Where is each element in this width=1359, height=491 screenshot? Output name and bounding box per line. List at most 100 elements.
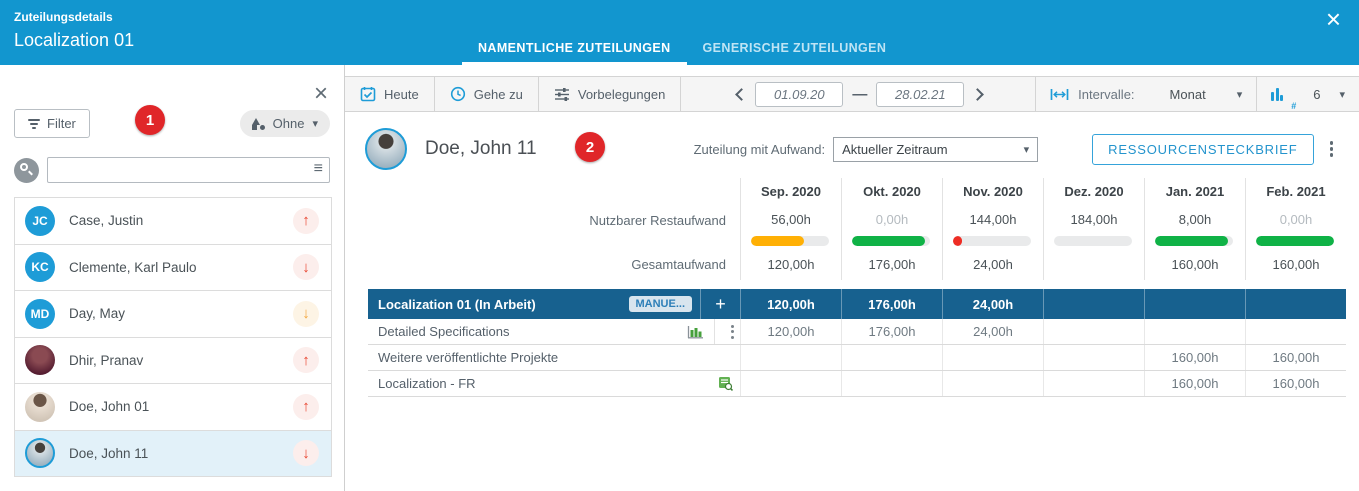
avatar: KC: [25, 252, 55, 283]
table-row-localization-fr: Localization - FR 160,00h: [368, 371, 1346, 397]
total-effort-value: [1043, 248, 1144, 280]
list-item-dhir-pranav[interactable]: Dhir, Pranav ↑: [15, 337, 331, 384]
task-month-value[interactable]: 176,00h: [841, 319, 942, 344]
task-month-value[interactable]: 120,00h: [740, 319, 841, 344]
effort-period-select[interactable]: Aktueller Zeitraum ▾: [833, 136, 1039, 162]
group-by-dropdown[interactable]: Ohne ▾: [239, 110, 330, 137]
utilization-bar: [942, 233, 1043, 248]
sidebar-close-icon[interactable]: ×: [313, 80, 328, 107]
total-effort-value: 24,00h: [942, 248, 1043, 280]
project-month-value[interactable]: [1043, 289, 1144, 319]
manual-badge[interactable]: MANUE...: [628, 296, 692, 312]
remaining-effort-value: 144,00h: [942, 207, 1043, 233]
search-icon[interactable]: [14, 157, 39, 183]
person-name: Doe, John 11: [425, 138, 537, 159]
resource-sidebar: 1 × Filter Ohne ▾ ≡: [0, 65, 345, 491]
row-kebab-menu-icon[interactable]: [725, 321, 740, 343]
month-header: Nov. 2020: [942, 178, 1043, 207]
utilization-bar: [1043, 233, 1144, 248]
date-range-navigator: —: [735, 77, 985, 111]
date-to-input[interactable]: [876, 81, 965, 107]
utilization-bar: [841, 233, 942, 248]
load-indicator-down-icon: ↓: [293, 254, 319, 281]
allocation-table: Localization 01 (In Arbeit) MANUE... + 1…: [368, 289, 1346, 397]
add-row-button[interactable]: +: [700, 289, 740, 319]
today-button[interactable]: Heute: [345, 77, 435, 111]
task-month-value[interactable]: [740, 371, 841, 396]
task-month-value[interactable]: [942, 345, 1043, 370]
search-options-icon[interactable]: ≡: [313, 160, 323, 177]
person-header: Doe, John 11 Zuteilung mit Aufwand: Aktu…: [365, 123, 1339, 175]
person-name: Day, May: [69, 306, 126, 322]
periods-count-value: 6: [1313, 86, 1321, 102]
task-month-value[interactable]: [1043, 371, 1144, 396]
filter-button[interactable]: Filter: [14, 109, 90, 138]
person-photo: [25, 391, 55, 422]
allocation-main-panel: 2 Heute Gehe zu: [345, 65, 1359, 491]
task-month-value[interactable]: [841, 345, 942, 370]
search-input[interactable]: [47, 157, 330, 183]
interval-dropdown[interactable]: Intervalle: Monat ▾: [1035, 77, 1256, 111]
task-month-value[interactable]: 24,00h: [942, 319, 1043, 344]
periods-count-dropdown[interactable]: # 6 ▾: [1256, 77, 1359, 111]
list-item-day-may[interactable]: MD Day, May ↓: [15, 291, 331, 338]
timeline-toolbar: Heute Gehe zu: [345, 76, 1359, 112]
utilization-bar: [1245, 233, 1346, 248]
remaining-effort-label: Nutzbarer Restaufwand: [589, 212, 726, 228]
project-name: Localization 01 (In Arbeit): [378, 296, 536, 312]
goto-button[interactable]: Gehe zu: [435, 77, 539, 111]
task-month-value[interactable]: 160,00h: [1245, 371, 1346, 396]
list-item-clemente-karl-paulo[interactable]: KC Clemente, Karl Paulo ↓: [15, 244, 331, 291]
person-name: Clemente, Karl Paulo: [69, 259, 197, 275]
person-name: Dhir, Pranav: [69, 352, 144, 368]
task-month-value[interactable]: [942, 371, 1043, 396]
task-month-value[interactable]: 160,00h: [1144, 345, 1245, 370]
presets-button[interactable]: Vorbelegungen: [539, 77, 682, 111]
tab-namentliche-zuteilungen[interactable]: NAMENTLICHE ZUTEILUNGEN: [462, 31, 687, 65]
task-name: Detailed Specifications: [378, 324, 510, 339]
histogram-icon: [1271, 87, 1284, 101]
utilization-bar: [740, 233, 841, 248]
project-month-value[interactable]: 24,00h: [942, 289, 1043, 319]
load-indicator-up-icon: ↑: [293, 393, 319, 420]
project-month-value[interactable]: 176,00h: [841, 289, 942, 319]
date-from-input[interactable]: [755, 81, 844, 107]
project-month-value[interactable]: [1144, 289, 1245, 319]
remaining-effort-value: 0,00h: [1245, 207, 1346, 233]
project-month-value[interactable]: [1245, 289, 1346, 319]
list-item-case-justin[interactable]: JC Case, Justin ↑: [15, 198, 331, 245]
project-header-row: Localization 01 (In Arbeit) MANUE... + 1…: [368, 289, 1346, 319]
avatar: MD: [25, 298, 55, 329]
task-month-value[interactable]: [1043, 345, 1144, 370]
task-month-value[interactable]: 160,00h: [1144, 371, 1245, 396]
chevron-left-icon[interactable]: [735, 87, 749, 101]
task-month-value[interactable]: [841, 371, 942, 396]
chevron-down-icon: ▾: [1023, 143, 1030, 156]
close-icon[interactable]: ×: [1325, 4, 1341, 34]
resource-profile-button[interactable]: RESSOURCENSTECKBRIEF: [1092, 133, 1314, 165]
sidebar-controls: Filter Ohne ▾: [14, 109, 330, 138]
task-month-value[interactable]: [740, 345, 841, 370]
total-effort-label: Gesamtaufwand: [631, 256, 726, 272]
project-month-value[interactable]: 120,00h: [740, 289, 841, 319]
list-item-doe-john-11[interactable]: Doe, John 11 ↓: [15, 430, 331, 477]
chart-columns-icon[interactable]: [687, 325, 704, 339]
task-month-value[interactable]: [1043, 319, 1144, 344]
task-month-value[interactable]: [1245, 319, 1346, 344]
task-month-value[interactable]: 160,00h: [1245, 345, 1346, 370]
kebab-menu-icon[interactable]: [1324, 137, 1340, 161]
list-item-doe-john-01[interactable]: Doe, John 01 ↑: [15, 384, 331, 431]
load-indicator-down-icon: ↓: [293, 300, 319, 327]
month-header: Okt. 2020: [841, 178, 942, 207]
month-header: Dez. 2020: [1043, 178, 1144, 207]
effort-period-value: Aktueller Zeitraum: [842, 141, 948, 157]
group-by-icon: [251, 117, 265, 130]
remaining-effort-value: 8,00h: [1144, 207, 1245, 233]
chevron-right-icon[interactable]: [971, 87, 985, 101]
interval-value: Monat: [1169, 86, 1206, 102]
document-preview-icon[interactable]: [717, 376, 734, 391]
person-name: Case, Justin: [69, 213, 144, 229]
task-month-value[interactable]: [1144, 319, 1245, 344]
tab-generische-zuteilungen[interactable]: GENERISCHE ZUTEILUNGEN: [702, 41, 887, 55]
